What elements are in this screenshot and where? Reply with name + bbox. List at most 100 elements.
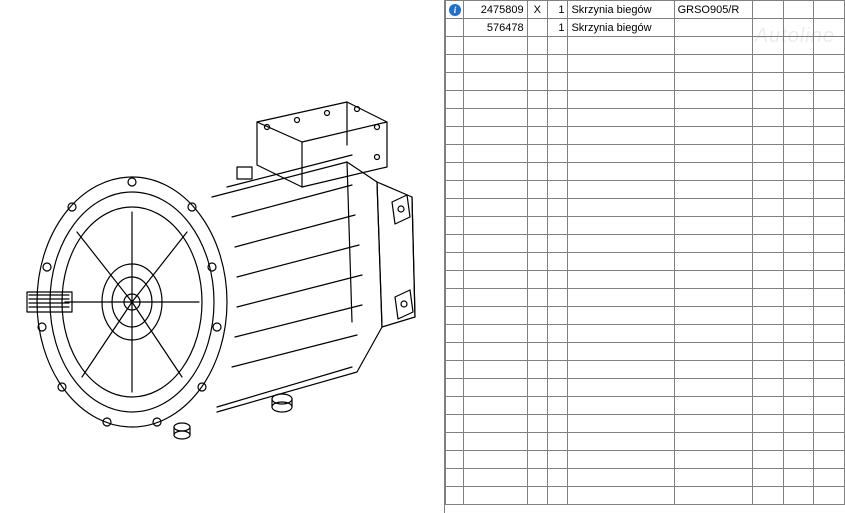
table-row[interactable] — [446, 307, 845, 325]
table-row[interactable] — [446, 163, 845, 181]
table-row[interactable] — [446, 253, 845, 271]
cell-extra — [814, 361, 845, 379]
cell-flag — [527, 145, 547, 163]
cell-partno — [464, 307, 527, 325]
table-row[interactable] — [446, 415, 845, 433]
cell-icon — [446, 73, 464, 91]
cell-extra — [753, 127, 784, 145]
cell-partno — [464, 55, 527, 73]
table-row[interactable] — [446, 199, 845, 217]
cell-desc — [568, 487, 674, 505]
cell-model — [674, 181, 753, 199]
cell-qty — [548, 307, 568, 325]
cell-extra — [753, 1, 784, 19]
cell-model — [674, 469, 753, 487]
table-row[interactable] — [446, 361, 845, 379]
cell-extra — [783, 19, 814, 37]
cell-extra — [753, 415, 784, 433]
cell-icon — [446, 361, 464, 379]
cell-extra — [783, 91, 814, 109]
table-row[interactable] — [446, 37, 845, 55]
cell-extra — [783, 145, 814, 163]
cell-extra — [814, 55, 845, 73]
table-row[interactable] — [446, 487, 845, 505]
table-row[interactable] — [446, 433, 845, 451]
cell-desc: Skrzynia biegów — [568, 19, 674, 37]
cell-icon — [446, 433, 464, 451]
cell-extra — [783, 235, 814, 253]
cell-extra — [753, 37, 784, 55]
cell-extra — [783, 271, 814, 289]
cell-partno — [464, 487, 527, 505]
cell-icon — [446, 109, 464, 127]
cell-extra — [783, 199, 814, 217]
cell-desc — [568, 307, 674, 325]
table-row[interactable] — [446, 379, 845, 397]
cell-extra — [783, 307, 814, 325]
table-row[interactable] — [446, 343, 845, 361]
cell-extra — [783, 343, 814, 361]
cell-extra — [783, 73, 814, 91]
table-row[interactable] — [446, 73, 845, 91]
cell-partno — [464, 415, 527, 433]
cell-model — [674, 289, 753, 307]
cell-model — [674, 199, 753, 217]
cell-extra — [814, 145, 845, 163]
cell-desc — [568, 37, 674, 55]
cell-icon — [446, 217, 464, 235]
cell-model — [674, 433, 753, 451]
cell-icon — [446, 235, 464, 253]
cell-desc — [568, 73, 674, 91]
cell-extra — [814, 325, 845, 343]
table-row[interactable]: i2475809X1Skrzynia biegówGRSO905/R — [446, 1, 845, 19]
cell-flag — [527, 415, 547, 433]
cell-extra — [753, 343, 784, 361]
table-row[interactable] — [446, 325, 845, 343]
cell-desc — [568, 235, 674, 253]
cell-extra — [753, 253, 784, 271]
table-row[interactable] — [446, 217, 845, 235]
cell-model — [674, 19, 753, 37]
cell-partno — [464, 109, 527, 127]
table-row[interactable] — [446, 451, 845, 469]
cell-icon — [446, 253, 464, 271]
table-row[interactable] — [446, 397, 845, 415]
cell-icon — [446, 181, 464, 199]
cell-extra — [753, 217, 784, 235]
cell-model — [674, 235, 753, 253]
cell-flag — [527, 253, 547, 271]
table-row[interactable]: 5764781Skrzynia biegów — [446, 19, 845, 37]
table-row[interactable] — [446, 181, 845, 199]
table-row[interactable] — [446, 271, 845, 289]
cell-qty — [548, 271, 568, 289]
cell-model: GRSO905/R — [674, 1, 753, 19]
table-row[interactable] — [446, 91, 845, 109]
cell-extra — [814, 271, 845, 289]
table-row[interactable] — [446, 145, 845, 163]
cell-extra — [814, 433, 845, 451]
table-row[interactable] — [446, 109, 845, 127]
cell-partno — [464, 271, 527, 289]
table-row[interactable] — [446, 289, 845, 307]
cell-qty — [548, 469, 568, 487]
cell-flag — [527, 271, 547, 289]
cell-extra — [753, 163, 784, 181]
table-row[interactable] — [446, 55, 845, 73]
cell-extra — [783, 325, 814, 343]
cell-extra — [814, 19, 845, 37]
table-row[interactable] — [446, 127, 845, 145]
info-icon[interactable]: i — [449, 4, 461, 16]
cell-extra — [783, 163, 814, 181]
cell-partno: 2475809 — [464, 1, 527, 19]
cell-flag: X — [527, 1, 547, 19]
cell-extra — [783, 469, 814, 487]
cell-desc — [568, 397, 674, 415]
table-row[interactable] — [446, 469, 845, 487]
table-row[interactable] — [446, 235, 845, 253]
cell-flag — [527, 361, 547, 379]
table-panel: i2475809X1Skrzynia biegówGRSO905/R576478… — [445, 0, 845, 513]
cell-desc — [568, 91, 674, 109]
cell-desc: Skrzynia biegów — [568, 1, 674, 19]
cell-extra — [783, 433, 814, 451]
cell-extra — [753, 109, 784, 127]
